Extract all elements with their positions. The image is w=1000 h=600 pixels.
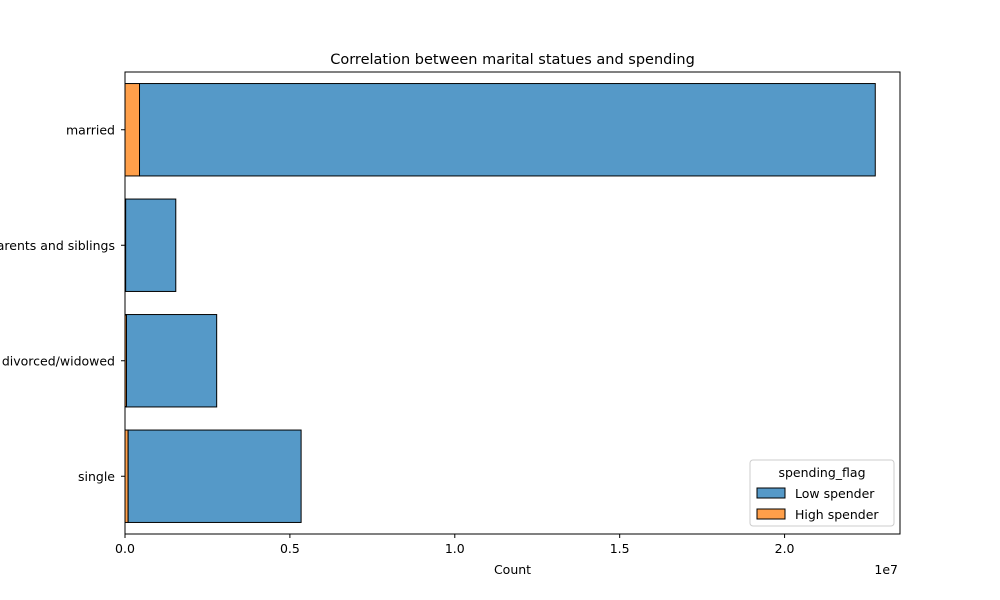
bars-group <box>124 83 876 523</box>
bar-married-low-spender <box>139 83 876 177</box>
legend-title: spending_flag <box>778 465 865 480</box>
y-axis: married living with parents and siblings d… <box>0 122 125 484</box>
bar-married-high-spender <box>124 83 141 177</box>
bar-living-with-parents-and-siblings-low-spender <box>125 198 177 292</box>
x-tick-label: 1.5 <box>610 541 630 556</box>
x-axis-label: Count <box>494 562 531 577</box>
x-tick-label: 0.0 <box>115 541 135 556</box>
y-tick-label: married <box>66 122 115 137</box>
y-tick-label: divorced/widowed <box>2 353 115 368</box>
x-tick-label: 1.0 <box>445 541 465 556</box>
bar-single-low-spender <box>127 429 302 523</box>
y-tick-label: single <box>78 469 115 484</box>
x-tick-label: 0.5 <box>280 541 300 556</box>
legend-label-low-spender: Low spender <box>795 486 875 501</box>
legend-label-high-spender: High spender <box>795 507 879 522</box>
x-axis: 0.0 0.5 1.0 1.5 2.0 <box>115 534 795 556</box>
legend: spending_flag Low spender High spender <box>749 459 895 527</box>
y-tick-label: living with parents and siblings <box>0 238 115 253</box>
legend-swatch-low-spender <box>756 487 786 499</box>
axes-frame <box>124 71 901 535</box>
x-tick-label: 2.0 <box>775 541 795 556</box>
x-axis-offset-label: 1e7 <box>874 562 898 577</box>
bar-divorced-widowed-low-spender <box>125 314 218 408</box>
chart-title: Correlation between marital statues and … <box>330 52 695 68</box>
legend-frame <box>749 459 895 527</box>
legend-swatch-high-spender <box>756 508 786 520</box>
